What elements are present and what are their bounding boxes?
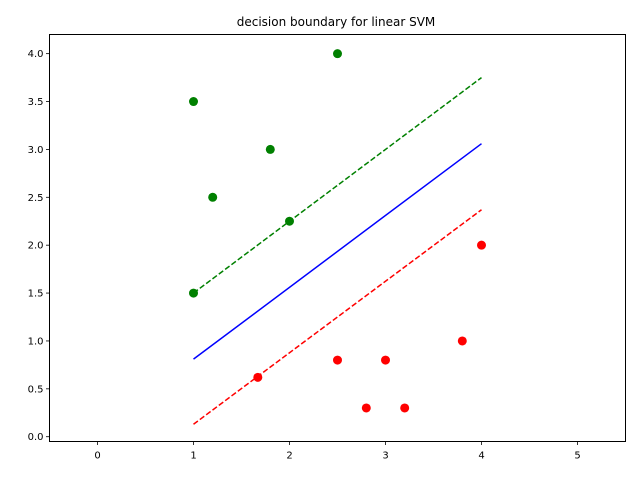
y-tick-label: 3.5: [28, 97, 44, 108]
data-point-0-2: [333, 49, 342, 59]
y-tick-label: 0.0: [28, 432, 44, 443]
data-point-1-4: [253, 372, 263, 382]
y-tick-label: 2.5: [28, 193, 44, 204]
x-tick-label: 5: [574, 451, 580, 462]
data-point-1-2: [333, 355, 342, 365]
y-tick-label: 2.0: [28, 241, 44, 252]
data-point-0-0: [189, 97, 198, 107]
data-point-0-4: [285, 216, 294, 226]
y-tick-label: 0.5: [28, 384, 44, 395]
boundary-line-2: [193, 143, 482, 360]
x-tick-label: 1: [190, 451, 196, 462]
y-tick-label: 3.0: [28, 145, 44, 156]
chart-title: decision boundary for linear SVM: [237, 15, 436, 29]
x-tick-label: 2: [286, 451, 292, 462]
y-tick-label: 4.0: [28, 49, 44, 60]
data-point-0-3: [208, 192, 218, 202]
data-point-0-1: [265, 144, 275, 154]
y-axis: 0.0 0.5 1.0 1.5 2.0 2.5 3.0 3.5 4.0: [28, 49, 50, 443]
data-point-1-6: [400, 403, 410, 413]
margin-line-3: [193, 76, 482, 294]
data-point-1-5: [361, 403, 371, 413]
y-tick-label: 1.0: [28, 336, 44, 347]
margin-line-4: [193, 209, 482, 425]
x-tick-label: 4: [478, 451, 484, 462]
x-axis: 0 1 2 3 4 5: [94, 441, 581, 462]
data-point-1-3: [381, 355, 390, 365]
x-tick-label: 3: [382, 451, 388, 462]
x-tick-label: 0: [94, 451, 100, 462]
data-point-1-1: [457, 336, 467, 346]
plot-area: [189, 49, 486, 425]
axes-frame: [49, 34, 626, 442]
data-point-0-5: [189, 288, 198, 298]
data-point-1-0: [477, 240, 486, 250]
y-tick-label: 1.5: [28, 289, 44, 300]
